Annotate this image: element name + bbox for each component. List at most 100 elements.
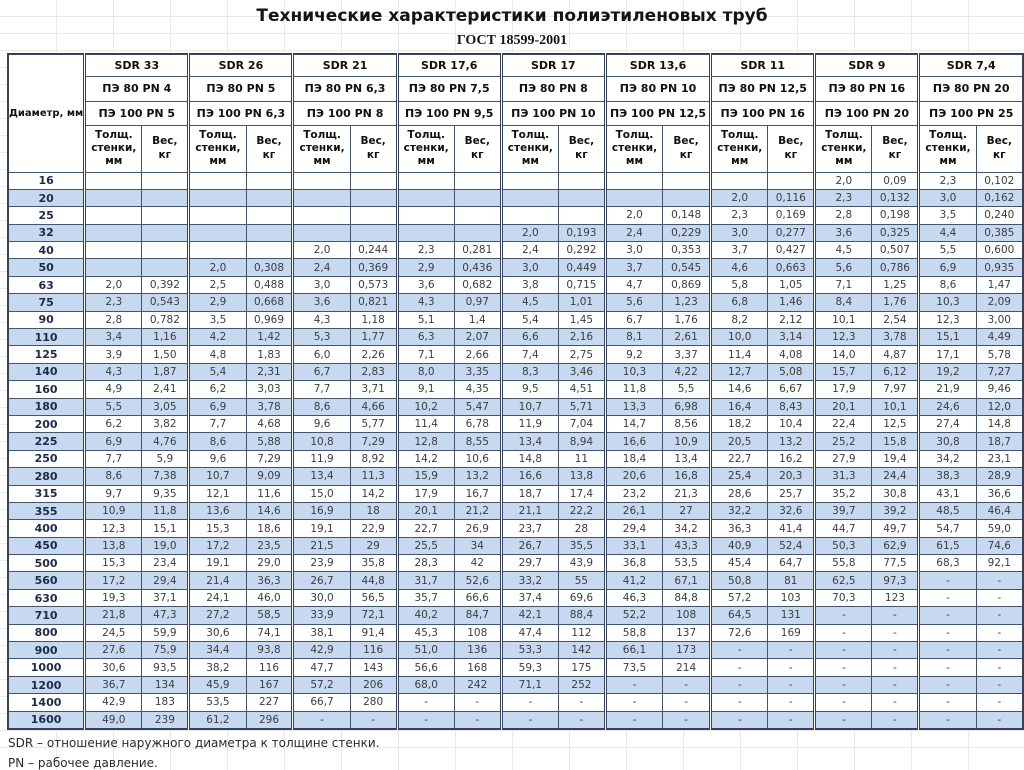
value-cell: 2,75 <box>557 345 606 364</box>
value-cell: 20,6 <box>603 467 664 486</box>
value-cell: - <box>917 623 977 643</box>
value-cell: 2,8 <box>813 206 873 225</box>
value-cell: 20,3 <box>767 467 816 486</box>
value-cell: 5,4 <box>187 362 247 382</box>
value-cell: 18,4 <box>603 449 664 469</box>
value-cell: 13,8 <box>557 467 606 486</box>
table-row: 315 9,7 9,35 12,1 11,6 15,0 14,2 17,9 16,7 18,7 17… <box>7 484 1024 503</box>
pipe-spec-table: Диаметр, мм SDR 33 SDR 26 SDR 21 SDR 17,6 SDR… <box>7 53 1024 730</box>
weight-header: Вес, кг <box>871 124 920 173</box>
value-cell: 24,6 <box>917 397 977 416</box>
value-cell: 6,7 <box>291 362 351 382</box>
value-cell: 8,3 <box>499 362 559 382</box>
weight-header: Вес, кг <box>975 124 1024 173</box>
wall-thickness-header: Толщ. стенки, мм <box>83 124 143 173</box>
value-cell: - <box>975 675 1024 695</box>
value-cell <box>83 223 143 243</box>
value-cell <box>291 223 351 243</box>
value-cell: 7,29 <box>349 432 398 451</box>
value-cell: 48,5 <box>917 501 977 521</box>
value-cell: 11,3 <box>349 467 398 486</box>
value-cell: 12,3 <box>83 519 143 538</box>
value-cell: 17,4 <box>557 484 606 503</box>
value-cell: 69,6 <box>557 588 606 608</box>
value-cell: 103 <box>767 588 816 608</box>
value-cell: 175 <box>557 658 606 677</box>
value-cell: 21,8 <box>83 606 143 625</box>
pe80-header: ПЭ 80 PN 16 <box>813 75 920 102</box>
value-cell: 37,1 <box>141 588 190 608</box>
diameter-cell: 1000 <box>7 658 86 677</box>
value-cell: 206 <box>349 675 398 695</box>
value-cell: - <box>871 606 920 625</box>
value-cell: 142 <box>557 641 606 660</box>
value-cell: 14,6 <box>245 501 294 521</box>
value-cell <box>83 206 143 225</box>
value-cell: 47,7 <box>291 658 351 677</box>
value-cell: - <box>291 710 351 730</box>
wall-thickness-header: Толщ. стенки, мм <box>917 124 977 173</box>
value-cell: 38,2 <box>187 658 247 677</box>
value-cell: 9,35 <box>141 484 190 503</box>
value-cell: 15,0 <box>291 484 351 503</box>
table-row: 40 2,0 0,244 2,3 0,281 2,4 0,292 3,0 0,353 3,7 0,4… <box>7 241 1024 260</box>
value-cell: 0,09 <box>871 171 920 190</box>
value-cell <box>603 171 664 190</box>
value-cell: 3,82 <box>141 414 190 434</box>
value-cell: 1,16 <box>141 328 190 347</box>
value-cell: 214 <box>662 658 712 677</box>
value-cell: 66,7 <box>291 693 351 712</box>
value-cell: 2,0 <box>603 206 664 225</box>
value-cell: - <box>395 710 455 730</box>
value-cell: 3,71 <box>349 380 398 399</box>
value-cell: 3,0 <box>499 258 559 277</box>
table-row: 400 12,3 15,1 15,3 18,6 19,1 22,9 22,7 26,9 23,7 2… <box>7 519 1024 538</box>
value-cell: 45,9 <box>187 675 247 695</box>
table-row: 180 5,5 3,05 6,9 3,78 8,6 4,66 10,2 5,47 10,7 5,71… <box>7 397 1024 416</box>
value-cell: 59,3 <box>499 658 559 677</box>
value-cell: 22,7 <box>709 449 769 469</box>
value-cell: 0,427 <box>767 241 816 260</box>
value-cell: 51,0 <box>395 641 455 660</box>
value-cell <box>499 206 559 225</box>
value-cell: 42 <box>453 554 502 573</box>
pe100-header: ПЭ 100 PN 8 <box>291 100 398 126</box>
value-cell: 4,68 <box>245 414 294 434</box>
value-cell: 4,87 <box>871 345 920 364</box>
pe100-header: ПЭ 100 PN 9,5 <box>395 100 502 126</box>
value-cell: - <box>813 606 873 625</box>
value-cell: 25,2 <box>813 432 873 451</box>
pe80-header: ПЭ 80 PN 6,3 <box>291 75 398 102</box>
table-row: 25 2,0 0,148 2,3 0,169 2,8 0,198 3,5 0,240 <box>7 206 1024 225</box>
value-cell: 11,6 <box>245 484 294 503</box>
value-cell: 56,6 <box>395 658 455 677</box>
value-cell: 49,7 <box>871 519 920 538</box>
value-cell: 19,3 <box>83 588 143 608</box>
value-cell: 143 <box>349 658 398 677</box>
value-cell <box>453 223 502 243</box>
value-cell: 30,6 <box>187 623 247 643</box>
diameter-cell: 1400 <box>7 693 86 712</box>
value-cell: - <box>557 710 606 730</box>
value-cell: 52,4 <box>767 536 816 556</box>
value-cell: 5,08 <box>767 362 816 382</box>
diameter-cell: 40 <box>7 241 86 260</box>
value-cell: 21,1 <box>499 501 559 521</box>
diameter-cell: 25 <box>7 206 86 225</box>
value-cell: 24,4 <box>871 467 920 486</box>
value-cell: 20,1 <box>395 501 455 521</box>
value-cell: 116 <box>349 641 398 660</box>
value-cell: 15,1 <box>917 328 977 347</box>
table-row: 140 4,3 1,87 5,4 2,31 6,7 2,83 8,0 3,35 8,3 3,46 10… <box>7 362 1024 382</box>
value-cell: 71,1 <box>499 675 559 695</box>
value-cell: 4,49 <box>975 328 1024 347</box>
value-cell: 16,4 <box>709 397 769 416</box>
value-cell: - <box>975 623 1024 643</box>
value-cell: 7,7 <box>83 449 143 469</box>
table-row: 20 2,0 0,116 2,3 0,132 3,0 0,162 <box>7 188 1024 208</box>
pe80-header: ПЭ 80 PN 20 <box>917 75 1024 102</box>
value-cell: 0,488 <box>245 275 294 295</box>
value-cell: 0,969 <box>245 310 294 330</box>
value-cell: 23,9 <box>291 554 351 573</box>
value-cell: 72,1 <box>349 606 398 625</box>
